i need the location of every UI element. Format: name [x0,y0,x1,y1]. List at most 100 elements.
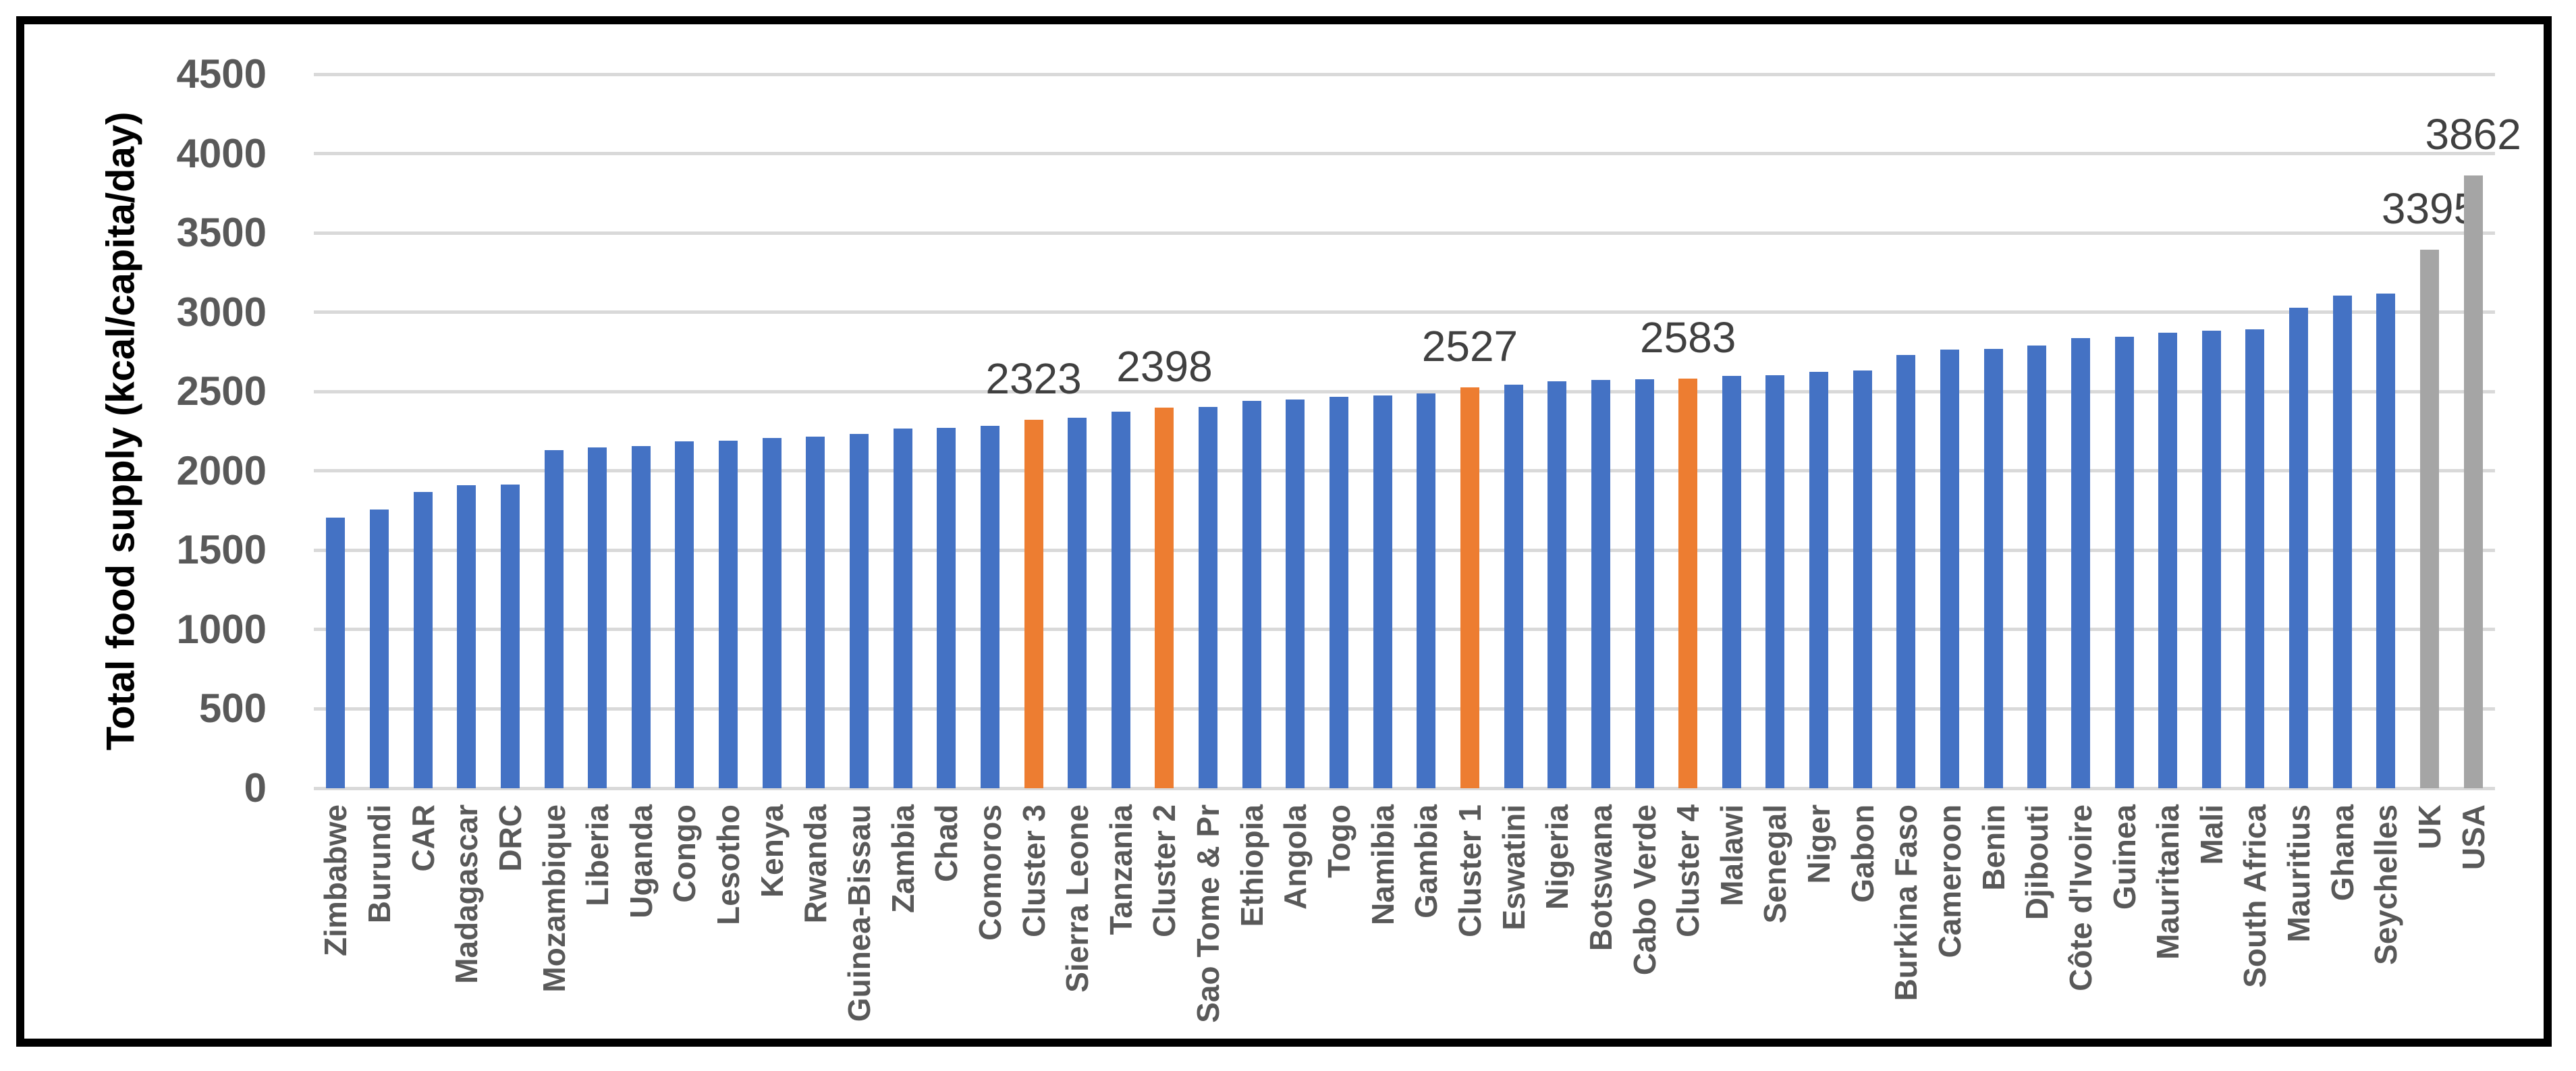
data-label-usa: 3862 [2425,110,2521,159]
gridline-1500 [314,548,2495,552]
bar-zambia [893,429,912,788]
bar-mali [2201,330,2221,788]
x-axis-label-cluster-2: Cluster 2 [1147,804,1182,937]
x-axis-label-madagascar: Madagascar [449,804,485,984]
x-axis-label-car: CAR [405,804,441,872]
bar-zimbabwe [326,517,346,788]
x-axis-label-kenya: Kenya [754,804,790,898]
x-axis-label-sierra-leone: Sierra Leone [1060,804,1095,993]
gridline-4500 [314,72,2495,76]
bar-uganda [631,446,651,788]
x-axis-label-usa: USA [2455,804,2491,871]
x-axis-label-zimbabwe: Zimbabwe [318,804,354,956]
y-tick-label-4500: 4500 [176,51,267,97]
x-axis-label-niger: Niger [1801,804,1837,884]
bar-liberia [588,447,607,788]
bar-togo [1330,397,1349,788]
gridline-2000 [314,469,2495,473]
bar-gabon [1853,370,1872,788]
bar-cluster-4 [1678,378,1698,788]
x-axis-label-malawi: Malawi [1714,804,1749,906]
gridline-3500 [314,231,2495,235]
bar-usa [2463,175,2483,788]
data-label-cluster-1: 2527 [1421,321,1518,370]
x-axis-label-guinea: Guinea [2106,804,2142,910]
x-axis-label-mali: Mali [2193,804,2229,865]
x-axis-label-uganda: Uganda [623,804,659,918]
bar-lesotho [719,441,738,788]
x-axis-label-burkina-faso: Burkina Faso [1888,804,1924,1001]
bar-madagascar [457,485,476,788]
x-axis-label-cabo-verde: Cabo Verde [1626,804,1662,976]
bar-south-africa [2245,329,2265,788]
x-axis-label-liberia: Liberia [580,804,615,906]
x-axis-label-namibia: Namibia [1365,804,1400,925]
y-tick-label-0: 0 [244,765,267,811]
x-axis-label-eswatini: Eswatini [1496,804,1531,931]
y-tick-label-2000: 2000 [176,447,267,493]
bar-malawi [1722,376,1741,788]
x-axis-label-south-africa: South Africa [2237,804,2273,988]
bar-eswatini [1504,384,1523,788]
x-axis-label-botswana: Botswana [1583,804,1618,952]
x-axis-label-mauritius: Mauritius [2281,804,2317,943]
bar-uk [2420,249,2440,788]
bar-cluster-1 [1460,387,1479,788]
bar-burkina-faso [1896,355,1916,788]
x-axis-label-cluster-4: Cluster 4 [1670,804,1706,937]
x-axis-label-togo: Togo [1321,804,1357,878]
bar-guinea [2114,337,2134,788]
bar-gambia [1417,393,1436,788]
x-axis-label-senegal: Senegal [1757,804,1793,924]
y-tick-label-1000: 1000 [176,606,267,652]
y-tick-label-1500: 1500 [176,527,267,573]
data-label-cluster-4: 2583 [1639,312,1736,362]
x-axis-label-zambia: Zambia [885,804,921,914]
x-axis-label-guinea-bissau: Guinea-Bissau [842,804,877,1022]
x-axis-label-djibouti: Djibouti [2019,804,2055,921]
x-axis-label-chad: Chad [929,804,964,882]
bar-kenya [762,438,782,788]
data-label-uk: 3395 [2381,184,2478,233]
bar-senegal [1765,375,1785,788]
bar-nigeria [1547,381,1567,788]
x-axis-label-benin: Benin [1975,804,2011,891]
x-axis-baseline [314,786,2495,790]
bar-chad [937,428,956,788]
bar-rwanda [806,436,825,788]
x-axis-label-drc: DRC [492,804,528,872]
x-axis-label-sao-tome-pr: Sao Tome & Pr [1190,804,1226,1023]
x-axis-label-cluster-1: Cluster 1 [1452,804,1487,937]
x-axis-label-lesotho: Lesotho [711,804,746,925]
gridline-1000 [314,628,2495,632]
bar-ethiopia [1242,400,1261,788]
gridline-500 [314,707,2495,711]
x-axis-label-c-te-d-ivoire: Côte d'Ivoire [2062,804,2098,991]
x-axis-label-congo: Congo [667,804,703,903]
data-label-cluster-3: 2323 [985,354,1082,403]
bar-tanzania [1111,411,1130,788]
gridline-3000 [314,310,2495,314]
x-axis-label-tanzania: Tanzania [1103,804,1139,935]
gridline-4000 [314,152,2495,156]
bar-comoros [980,425,999,788]
x-axis-label-comoros: Comoros [972,804,1008,941]
bar-cluster-2 [1155,408,1174,788]
bar-seychelles [2376,294,2396,788]
bar-benin [1983,348,2003,788]
bar-mauritania [2158,333,2178,788]
x-axis-label-rwanda: Rwanda [798,804,833,924]
x-axis-label-ghana: Ghana [2324,804,2360,902]
bar-niger [1809,372,1829,788]
bar-guinea-bissau [850,434,869,788]
x-axis-label-burundi: Burundi [361,804,397,924]
bar-djibouti [2027,346,2047,788]
y-tick-label-3500: 3500 [176,210,267,256]
bar-drc [500,485,520,788]
gridline-2500 [314,389,2495,393]
bar-mozambique [544,450,564,788]
x-axis-label-cluster-3: Cluster 3 [1016,804,1051,937]
bar-cabo-verde [1635,379,1654,788]
bar-c-te-d-ivoire [2071,338,2090,788]
